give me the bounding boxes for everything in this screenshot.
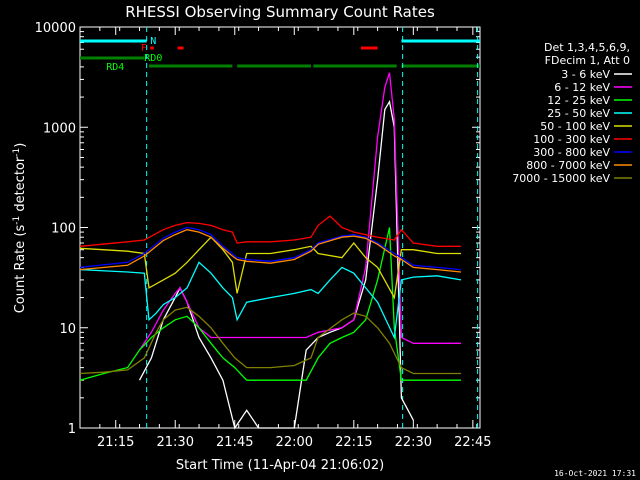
series-line bbox=[79, 226, 462, 271]
series-line bbox=[138, 99, 414, 430]
flare-flag-label: F bbox=[141, 43, 147, 54]
plot-frame bbox=[79, 26, 481, 429]
night-flag-label: N bbox=[150, 36, 156, 47]
rd4-flag-label: RD4 bbox=[106, 62, 124, 73]
x-tick-label: 22:15 bbox=[335, 435, 372, 450]
series-line bbox=[138, 72, 461, 351]
legend-entry-label: 300 - 800 keV bbox=[533, 146, 610, 159]
series-line bbox=[79, 215, 461, 247]
x-tick-label: 21:15 bbox=[97, 435, 134, 450]
x-tick-label: 21:30 bbox=[157, 435, 194, 450]
y-tick-label: 10 bbox=[59, 322, 76, 337]
y-tick-label: 1 bbox=[68, 422, 76, 437]
legend-entry-label: 800 - 7000 keV bbox=[526, 159, 610, 172]
series-line bbox=[79, 229, 462, 273]
footer-date: 16-Oct-2021 17:31 bbox=[554, 469, 636, 478]
legend-entry-label: 3 - 6 keV bbox=[561, 68, 610, 81]
legend-entry-label: 12 - 25 keV bbox=[547, 94, 610, 107]
series-line bbox=[79, 227, 461, 381]
x-tick-label: 21:45 bbox=[216, 435, 253, 450]
series-line bbox=[79, 261, 462, 340]
y-axis-label: Count Rate (s-1 detector-1) bbox=[12, 143, 28, 314]
x-axis-label: Start Time (11-Apr-04 21:06:02) bbox=[176, 458, 384, 473]
legend-entry-label: 50 - 100 keV bbox=[540, 120, 610, 133]
rd0-flag-label: RD0 bbox=[144, 53, 162, 64]
legend-header-line1: Det 1,3,4,5,6,9, bbox=[544, 41, 630, 54]
legend-entry-label: 100 - 300 keV bbox=[533, 133, 610, 146]
legend-entry-label: 7000 - 15000 keV bbox=[512, 172, 610, 185]
x-tick-label: 22:45 bbox=[454, 435, 491, 450]
legend-entry-label: 25 - 50 keV bbox=[547, 107, 610, 120]
x-tick-label: 22:30 bbox=[395, 435, 432, 450]
series-line bbox=[79, 306, 461, 375]
series-line bbox=[79, 236, 461, 300]
y-tick-label: 1000 bbox=[43, 121, 76, 136]
legend-header-line2: FDecim 1, Att 0 bbox=[545, 54, 630, 67]
y-tick-label: 100 bbox=[51, 222, 76, 237]
legend-entry-label: 6 - 12 keV bbox=[554, 81, 610, 94]
x-tick-label: 22:00 bbox=[276, 435, 313, 450]
y-tick-label: 10000 bbox=[35, 21, 76, 36]
chart-title: RHESSI Observing Summary Count Rates bbox=[125, 3, 435, 21]
